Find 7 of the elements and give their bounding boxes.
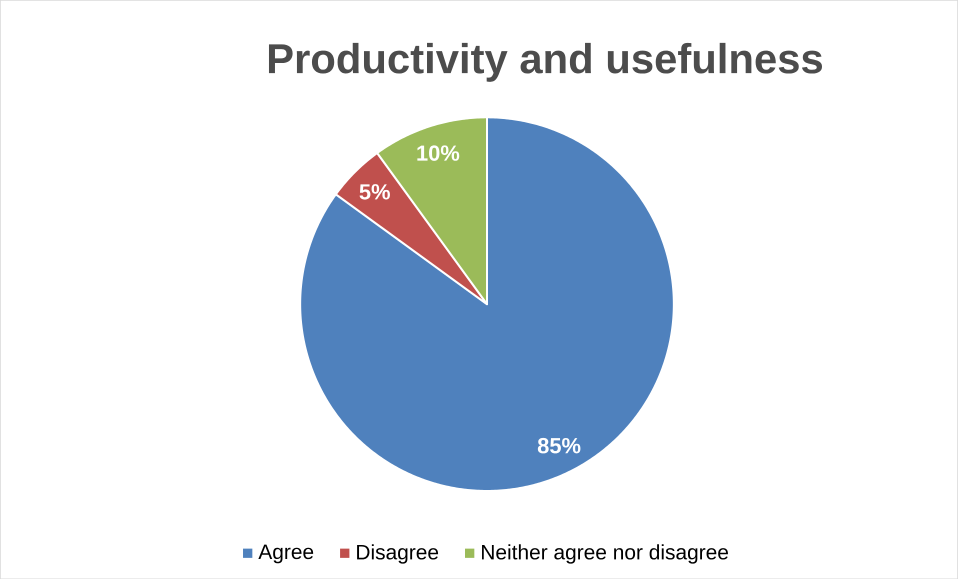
data-label: 5% xyxy=(360,184,390,200)
legend-label: Agree xyxy=(258,544,314,564)
data-label: 85% xyxy=(538,438,580,454)
data-label: 10% xyxy=(417,145,460,161)
legend-label: Neither agree nor disagree xyxy=(482,544,728,564)
chart-title: Productivity and usefulness xyxy=(268,42,822,82)
legend-label: Disagree xyxy=(357,544,438,564)
